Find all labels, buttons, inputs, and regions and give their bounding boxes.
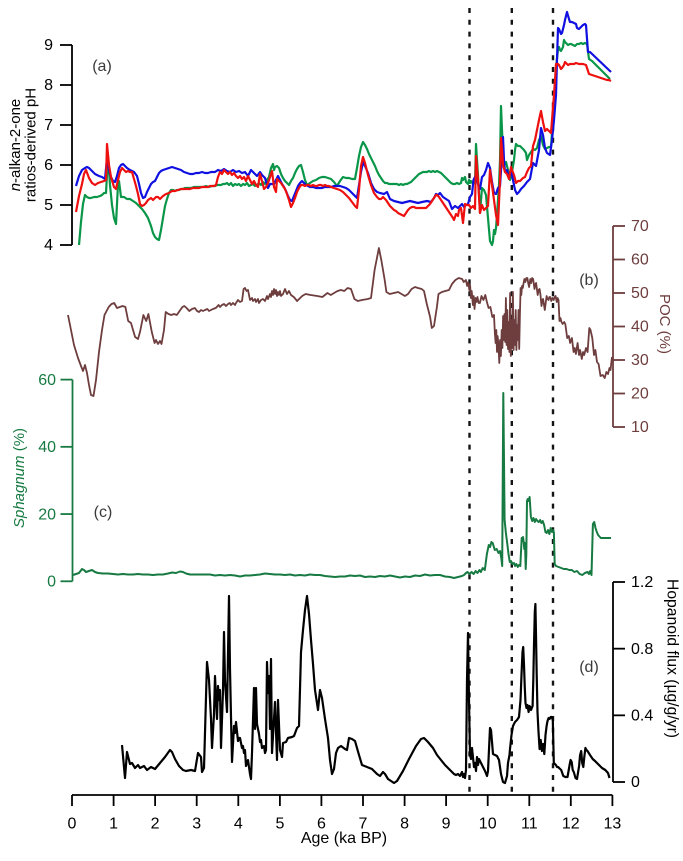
svg-text:50: 50 — [631, 285, 649, 302]
svg-text:7: 7 — [359, 816, 368, 833]
svg-text:40: 40 — [631, 319, 649, 336]
svg-text:5: 5 — [44, 197, 53, 214]
svg-text:n-alkan-2-one: n-alkan-2-one — [7, 99, 24, 192]
svg-text:10: 10 — [479, 816, 497, 833]
svg-text:Age (ka BP): Age (ka BP) — [301, 830, 387, 847]
svg-text:(c): (c) — [94, 504, 113, 521]
svg-text:20: 20 — [38, 506, 56, 523]
svg-text:2: 2 — [151, 816, 160, 833]
svg-text:9: 9 — [44, 37, 53, 54]
svg-text:70: 70 — [631, 218, 649, 235]
svg-text:5: 5 — [275, 816, 284, 833]
svg-text:(a): (a) — [92, 58, 112, 75]
svg-text:Sphagnum (%): Sphagnum (%) — [11, 428, 28, 528]
svg-text:0: 0 — [631, 774, 640, 791]
svg-text:60: 60 — [631, 252, 649, 269]
svg-text:6: 6 — [317, 816, 326, 833]
svg-text:12: 12 — [562, 816, 580, 833]
svg-text:8: 8 — [400, 816, 409, 833]
svg-text:(d): (d) — [579, 659, 599, 676]
svg-text:10: 10 — [631, 419, 649, 436]
svg-text:4: 4 — [234, 816, 243, 833]
svg-text:Hopanoid flux (µg/g/yr): Hopanoid flux (µg/g/yr) — [664, 579, 681, 738]
svg-text:ratios-derived pH: ratios-derived pH — [23, 88, 40, 202]
svg-text:11: 11 — [521, 816, 538, 833]
svg-text:30: 30 — [631, 352, 649, 369]
svg-text:0.4: 0.4 — [631, 708, 653, 725]
svg-text:POC (%): POC (%) — [656, 294, 673, 354]
svg-text:0: 0 — [47, 573, 56, 590]
svg-text:7: 7 — [44, 117, 53, 134]
svg-text:0: 0 — [68, 816, 77, 833]
svg-text:20: 20 — [631, 386, 649, 403]
svg-text:4: 4 — [44, 237, 53, 254]
svg-text:(b): (b) — [579, 272, 599, 289]
svg-text:0.8: 0.8 — [631, 641, 653, 658]
svg-text:3: 3 — [192, 816, 201, 833]
svg-text:9: 9 — [442, 816, 451, 833]
svg-text:1: 1 — [109, 816, 118, 833]
svg-text:40: 40 — [38, 439, 56, 456]
svg-text:6: 6 — [44, 157, 53, 174]
svg-text:8: 8 — [44, 77, 53, 94]
svg-text:1.2: 1.2 — [631, 574, 653, 591]
svg-text:60: 60 — [38, 372, 56, 389]
svg-text:13: 13 — [604, 816, 622, 833]
